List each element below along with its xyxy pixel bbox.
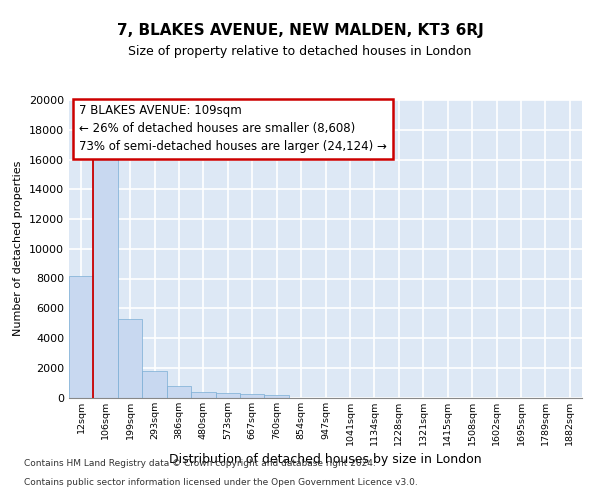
Text: Contains HM Land Registry data © Crown copyright and database right 2024.: Contains HM Land Registry data © Crown c…: [24, 460, 376, 468]
Text: 7 BLAKES AVENUE: 109sqm
← 26% of detached houses are smaller (8,608)
73% of semi: 7 BLAKES AVENUE: 109sqm ← 26% of detache…: [79, 104, 387, 154]
Text: Contains public sector information licensed under the Open Government Licence v3: Contains public sector information licen…: [24, 478, 418, 487]
Bar: [142, 370, 167, 398]
Bar: [191, 392, 215, 398]
Bar: [167, 386, 191, 398]
X-axis label: Distribution of detached houses by size in London: Distribution of detached houses by size …: [169, 453, 482, 466]
Text: 7, BLAKES AVENUE, NEW MALDEN, KT3 6RJ: 7, BLAKES AVENUE, NEW MALDEN, KT3 6RJ: [116, 24, 484, 38]
Bar: [240, 394, 265, 398]
Bar: [69, 276, 94, 398]
Text: Size of property relative to detached houses in London: Size of property relative to detached ho…: [128, 44, 472, 58]
Bar: [265, 395, 289, 398]
Y-axis label: Number of detached properties: Number of detached properties: [13, 161, 23, 336]
Bar: [94, 150, 118, 398]
Bar: [215, 394, 240, 398]
Bar: [118, 318, 142, 398]
